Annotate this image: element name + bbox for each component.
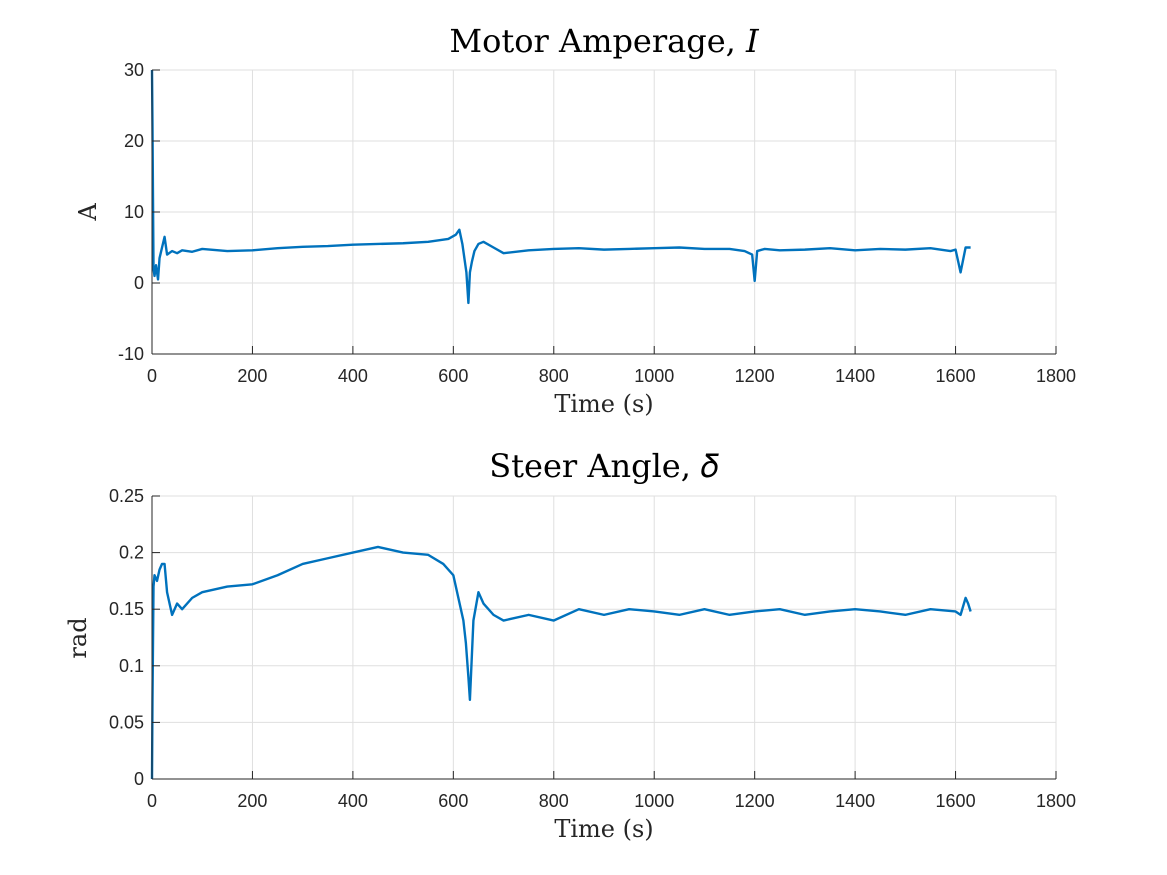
x-tick-label: 1400 — [835, 791, 875, 811]
x-tick-label: 1200 — [735, 791, 775, 811]
y-axis-label: A — [74, 203, 102, 222]
series-line — [150, 545, 972, 780]
y-tick-labels: -10 0 10 20 30 — [118, 60, 144, 364]
y-tick-label: 0.05 — [109, 712, 144, 732]
x-tick-label: 1800 — [1036, 366, 1076, 386]
chart-title: Steer Angle, 𝛿 — [489, 447, 719, 485]
y-tick-label: 20 — [124, 131, 144, 151]
y-tick-label: 0.2 — [119, 543, 144, 563]
x-tick-label: 600 — [438, 791, 468, 811]
axes — [151, 69, 1057, 355]
series-layer — [150, 69, 971, 305]
x-tick-labels: 0 200 400 600 800 1000 1200 1400 1600 1800 — [147, 791, 1076, 811]
series-line — [150, 69, 971, 305]
y-axis-label: rad — [64, 617, 92, 658]
x-tick-labels: 0 200 400 600 800 1000 1200 1400 1600 1800 — [147, 366, 1076, 386]
x-tick-label: 400 — [338, 791, 368, 811]
x-tick-label: 1000 — [634, 366, 674, 386]
x-tick-label: 1200 — [735, 366, 775, 386]
axes — [151, 495, 1057, 780]
x-tick-label: 1800 — [1036, 791, 1076, 811]
x-axis-label: Time (s) — [554, 815, 653, 843]
plot-area — [152, 496, 1056, 779]
steer-angle-plot: 0 200 400 600 800 1000 1200 1400 1600 1800 00.050… — [64, 447, 1076, 843]
y-tick-label: 0.25 — [109, 486, 144, 506]
y-tick-label: 0.15 — [109, 599, 144, 619]
x-tick-label: 1600 — [936, 791, 976, 811]
series-layer — [150, 545, 972, 780]
x-tick-label: 800 — [539, 791, 569, 811]
chart-title: Motor Amperage, 𝐼 — [449, 22, 760, 60]
x-tick-label: 0 — [147, 366, 157, 386]
y-tick-label: -10 — [118, 344, 144, 364]
x-tick-label: 1400 — [835, 366, 875, 386]
y-tick-label: 0 — [134, 273, 144, 293]
x-tick-label: 800 — [539, 366, 569, 386]
y-tick-labels: 0 0.05 0.1 0.15 0.2 0.25 — [109, 486, 144, 789]
motor-amperage-plot: 0 200 400 600 800 1000 1200 1400 1600 1800 -10010… — [74, 22, 1076, 418]
x-tick-label: 0 — [147, 791, 157, 811]
y-tick-label: 30 — [124, 60, 144, 80]
y-tick-label: 0.1 — [119, 656, 144, 676]
y-tick-label: 10 — [124, 202, 144, 222]
x-tick-label: 600 — [438, 366, 468, 386]
x-tick-label: 400 — [338, 366, 368, 386]
x-axis-label: Time (s) — [554, 390, 653, 418]
x-tick-label: 200 — [237, 366, 267, 386]
x-tick-label: 1600 — [936, 366, 976, 386]
y-tick-label: 0 — [134, 769, 144, 789]
x-tick-label: 200 — [237, 791, 267, 811]
x-tick-label: 1000 — [634, 791, 674, 811]
